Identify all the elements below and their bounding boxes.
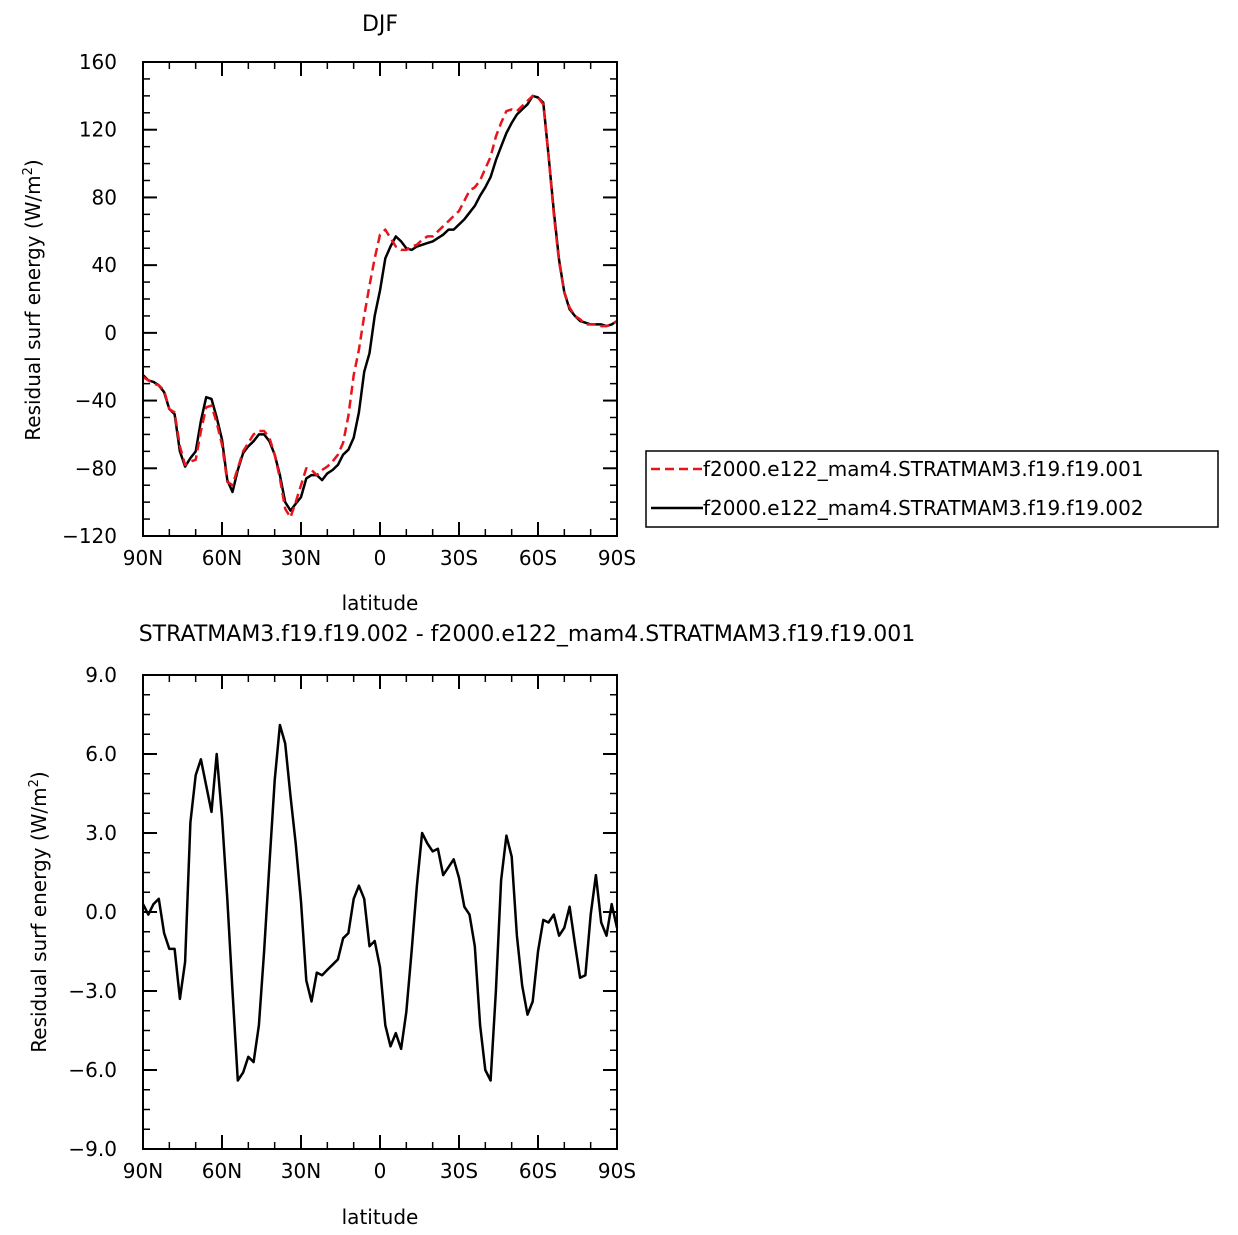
bottom-y-axis-label: Residual surf energy (W/m2) <box>27 771 51 1052</box>
top-x-tick-label: 90S <box>598 546 636 570</box>
top-y-tick-label: 0 <box>104 321 117 345</box>
top-y-tick-label: −120 <box>62 524 117 548</box>
bottom-x-tick-label: 90N <box>123 1159 163 1183</box>
legend: f2000.e122_mam4.STRATMAM3.f19.f19.001 f2… <box>645 450 1219 528</box>
top-y-tick-label: 160 <box>79 50 117 74</box>
top-panel: DJF 90N 60N 30N 0 30S 60S 90S −120 −80 −40 0 40 80 12… <box>21 12 636 615</box>
top-series-line-1 <box>142 94 618 519</box>
bottom-series-line-1 <box>141 723 619 1082</box>
top-x-tick-label: 60N <box>202 546 242 570</box>
top-series-line-2 <box>142 94 618 512</box>
legend-box <box>645 450 1219 528</box>
top-y-tick-label: −80 <box>75 456 117 480</box>
top-x-tick-label: 30S <box>440 546 478 570</box>
top-x-tick-label: 0 <box>374 546 387 570</box>
bottom-x-tick-label: 30N <box>281 1159 321 1183</box>
top-y-axis-label-close: ) <box>21 159 45 167</box>
top-chart-title: DJF <box>362 12 398 37</box>
top-x-axis-label: latitude <box>342 591 419 615</box>
top-series-group <box>142 94 618 519</box>
top-y-axis-label-superscript: 2 <box>21 167 36 175</box>
top-y-tick-label: 40 <box>92 253 117 277</box>
bottom-y-tick-label: −6.0 <box>68 1058 117 1082</box>
top-x-tick-label: 90N <box>123 546 163 570</box>
bottom-series-group <box>141 723 619 1082</box>
bottom-panel: STRATMAM3.f19.f19.002 - f2000.e122_mam4.… <box>27 622 915 1229</box>
bottom-y-tick-label: −9.0 <box>68 1137 117 1161</box>
bottom-axis-ticks: 90N 60N 30N 0 30S 60S 90S −9.0 −6.0 −3.0 0.0 3.0 6.0… <box>68 663 636 1183</box>
bottom-y-tick-label: −3.0 <box>68 979 117 1003</box>
bottom-y-tick-label: 3.0 <box>85 821 117 845</box>
top-y-tick-label: 120 <box>79 118 117 142</box>
bottom-plot-frame <box>142 674 618 1150</box>
bottom-x-axis-label: latitude <box>342 1205 419 1229</box>
bottom-y-tick-label: 0.0 <box>85 900 117 924</box>
top-axis-ticks: 90N 60N 30N 0 30S 60S 90S −120 −80 −40 0 40 80 120 160 <box>62 50 636 570</box>
bottom-y-axis-label-superscript: 2 <box>27 779 42 787</box>
bottom-chart-title: STRATMAM3.f19.f19.002 - f2000.e122_mam4.… <box>139 622 916 647</box>
bottom-x-tick-label: 90S <box>598 1159 636 1183</box>
legend-label-series-1: f2000.e122_mam4.STRATMAM3.f19.f19.001 <box>703 457 1144 481</box>
bottom-y-axis-label-close: ) <box>27 771 51 779</box>
bottom-x-tick-label: 0 <box>374 1159 387 1183</box>
top-y-axis-label-main: Residual surf energy (W/m <box>21 175 45 440</box>
top-y-tick-label: 80 <box>92 185 117 209</box>
top-x-tick-label: 30N <box>281 546 321 570</box>
bottom-y-axis-label-main: Residual surf energy (W/m <box>27 787 51 1052</box>
bottom-x-tick-label: 30S <box>440 1159 478 1183</box>
bottom-y-tick-label: 9.0 <box>85 663 117 687</box>
bottom-y-tick-label: 6.0 <box>85 742 117 766</box>
top-x-tick-label: 60S <box>519 546 557 570</box>
bottom-x-tick-label: 60S <box>519 1159 557 1183</box>
bottom-x-tick-label: 60N <box>202 1159 242 1183</box>
legend-label-series-2: f2000.e122_mam4.STRATMAM3.f19.f19.002 <box>703 496 1144 520</box>
top-y-axis-label: Residual surf energy (W/m2) <box>21 159 45 440</box>
top-y-tick-label: −40 <box>75 389 117 413</box>
